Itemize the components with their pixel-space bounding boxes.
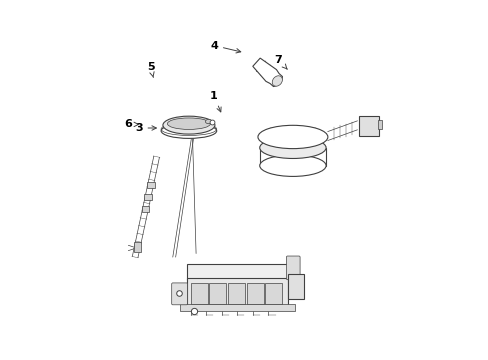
Ellipse shape: [258, 125, 327, 149]
Bar: [227, 283, 244, 304]
Bar: [377, 120, 382, 129]
Text: 4: 4: [210, 41, 240, 53]
Bar: [187, 278, 287, 306]
Bar: [141, 206, 149, 212]
Text: 7: 7: [274, 55, 286, 69]
Polygon shape: [252, 58, 282, 86]
Bar: [246, 283, 263, 304]
Ellipse shape: [161, 123, 216, 138]
Ellipse shape: [259, 155, 325, 176]
FancyBboxPatch shape: [286, 256, 300, 280]
Bar: [209, 283, 226, 304]
Bar: [359, 116, 378, 135]
Bar: [287, 274, 303, 299]
Ellipse shape: [163, 116, 214, 134]
Bar: [187, 264, 287, 280]
FancyBboxPatch shape: [171, 283, 187, 305]
Ellipse shape: [167, 118, 210, 130]
Bar: [190, 283, 207, 304]
Ellipse shape: [259, 137, 325, 158]
Bar: [180, 303, 294, 311]
Bar: [146, 182, 154, 188]
Ellipse shape: [205, 120, 211, 124]
Bar: [265, 283, 282, 304]
Text: 3: 3: [135, 123, 156, 133]
Text: 1: 1: [210, 91, 221, 112]
Text: 6: 6: [124, 120, 138, 129]
Text: 2: 2: [172, 118, 185, 129]
Ellipse shape: [272, 76, 282, 86]
Bar: [133, 242, 141, 252]
Text: 5: 5: [146, 62, 154, 77]
Bar: [144, 194, 152, 200]
